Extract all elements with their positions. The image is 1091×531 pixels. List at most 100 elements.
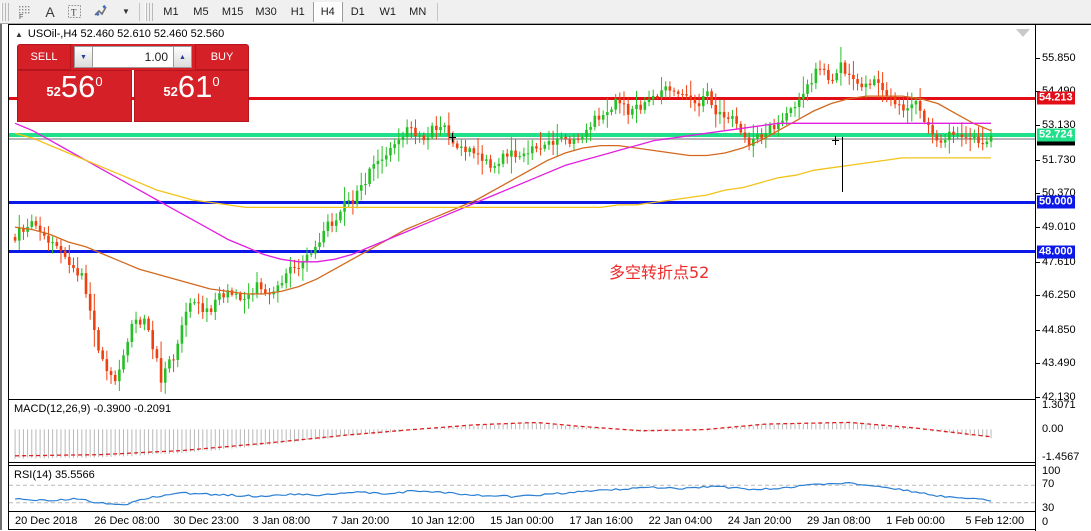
time-axis-label: 3 Jan 08:00 [252, 515, 311, 527]
time-axis-label: 5 Feb 12:00 [965, 515, 1025, 527]
rsi-scale-label: 0 [1042, 516, 1049, 528]
time-axis-label: 7 Jan 20:00 [331, 515, 390, 527]
price-tick [1036, 159, 1040, 161]
text-box-icon-svg: T [68, 5, 81, 18]
chart-window: ▲ USOil-,H4 52.460 52.610 52.460 52.560 … [0, 24, 1091, 531]
chevron-down-icon: ▼ [122, 7, 130, 16]
timeframe-mn-label: MN [409, 5, 427, 18]
price-tick-label: 46.250 [1042, 289, 1076, 302]
price-highlight-blue[interactable]: 50.000 [1037, 195, 1075, 209]
objects-icon-svg [94, 5, 107, 16]
crosshair-f-icon[interactable]: F [12, 1, 38, 23]
timeframe-h4[interactable]: H4 [312, 1, 343, 22]
price-tick-label: 49.010 [1042, 220, 1076, 233]
macd-label: MACD(12,26,9) -0.3900 -0.2091 [14, 403, 172, 415]
price-tick-label: 43.490 [1042, 357, 1076, 370]
price-tick-label: 53.130 [1042, 119, 1076, 132]
time-axis-label: 24 Jan 20:00 [727, 515, 792, 527]
time-axis-label: 1 Feb 00:00 [886, 515, 945, 527]
buy-price-button[interactable]: 52 61 0 [134, 70, 249, 122]
macd-plot [14, 421, 992, 459]
macd-scale-label: 1.3071 [1042, 399, 1076, 411]
text-label-glyph: A [45, 3, 55, 20]
buy-price-prefix: 52 [163, 84, 178, 99]
macd-pane[interactable]: MACD(12,26,9) -0.3900 -0.2091 [9, 399, 1091, 463]
one-click-trading-panel[interactable]: SELL ▼ 1.00 ▲ BUY 52 56 0 52 61 0 [17, 44, 249, 122]
rsi-scale-label: 70 [1042, 478, 1055, 490]
timeframe-d1-label: D1 [350, 5, 365, 18]
buy-label[interactable]: BUY [195, 44, 249, 70]
price-tick [1036, 125, 1040, 127]
price-highlight-blue[interactable]: 48.000 [1037, 245, 1075, 259]
rsi-scale-label: 100 [1042, 465, 1061, 477]
buy-price-sup: 0 [212, 74, 220, 89]
timeframe-w1[interactable]: W1 [373, 2, 403, 22]
price-tick [1036, 57, 1040, 59]
toolbar: F A T ▼ M1 M5 M15 M30 H1 H4 D1 W1 MN [0, 0, 1091, 24]
timeframe-mn[interactable]: MN [403, 2, 433, 22]
level-line-resistance[interactable] [9, 96, 1091, 100]
sell-price-sup: 0 [95, 74, 103, 89]
chart-title-text: USOil-,H4 52.460 52.610 52.460 52.560 [27, 28, 225, 40]
volume-stepper[interactable]: ▼ 1.00 ▲ [71, 44, 195, 70]
level-line-pivot[interactable] [9, 133, 1091, 138]
volume-increase-icon[interactable]: ▲ [173, 46, 192, 68]
scroll-end-icon[interactable] [1016, 29, 1030, 37]
toolbar-divider [138, 2, 140, 21]
chart-frame: ▲ USOil-,H4 52.460 52.610 52.460 52.560 … [8, 24, 1091, 531]
rsi-scale-label: 30 [1042, 502, 1055, 514]
timeframe-m15[interactable]: M15 [216, 2, 249, 22]
time-axis-label: 17 Jan 16:00 [569, 515, 633, 527]
timeframe-h1[interactable]: H1 [283, 2, 313, 22]
sell-label[interactable]: SELL [17, 44, 71, 70]
objects-dropdown-arrow[interactable]: ▼ [114, 1, 135, 23]
timeframe-d1[interactable]: D1 [343, 2, 373, 22]
timeframe-w1-label: W1 [379, 5, 396, 18]
timeframe-m30[interactable]: M30 [249, 2, 282, 22]
trade-panel-prices: 52 56 0 52 61 0 [17, 70, 249, 122]
time-axis-label: 22 Jan 04:00 [648, 515, 713, 527]
macd-scale-label: -1.4567 [1042, 451, 1080, 463]
volume-input[interactable]: 1.00 [93, 46, 173, 68]
collapse-icon[interactable]: ▲ [15, 29, 23, 39]
level-line-support-48[interactable] [9, 250, 1091, 254]
time-axis-label: 15 Jan 00:00 [490, 515, 554, 527]
price-tick-label: 47.610 [1042, 255, 1076, 268]
current-bar-marker [842, 137, 843, 192]
price-tick-label: 42.130 [1042, 391, 1076, 403]
text-box-icon[interactable]: T [62, 1, 87, 23]
timeframe-m1-label: M1 [163, 5, 179, 18]
timeframe-m1[interactable]: M1 [156, 2, 186, 22]
toolbar-divider-end [436, 2, 438, 21]
text-label-icon[interactable]: A [38, 1, 62, 23]
svg-text:F: F [19, 14, 23, 20]
macd-scale-label: 0.00 [1042, 423, 1064, 436]
time-axis-label: 29 Jan 08:00 [806, 515, 871, 527]
volume-decrease-icon[interactable]: ▼ [74, 46, 93, 68]
rsi-label: RSI(14) 35.5566 [14, 469, 95, 481]
objects-icon[interactable] [87, 1, 114, 23]
timeframe-m5[interactable]: M5 [186, 2, 216, 22]
time-axis-label: 30 Dec 23:00 [173, 515, 239, 527]
time-axis: 20 Dec 2018 26 Dec 08:00 30 Dec 23:00 3 Jan… [9, 511, 1091, 529]
timeframe-m5-label: M5 [193, 5, 209, 18]
time-axis-label: 20 Dec 2018 [15, 515, 78, 527]
sell-price-button[interactable]: 52 56 0 [17, 70, 132, 122]
time-axis-label: 10 Jan 12:00 [410, 515, 475, 527]
trade-panel-header: SELL ▼ 1.00 ▲ BUY [17, 44, 249, 70]
chart-title: ▲ USOil-,H4 52.460 52.610 52.460 52.560 [15, 28, 224, 40]
buy-price-main: 61 [177, 69, 213, 104]
price-tick-label: 51.730 [1042, 153, 1076, 166]
level-line-last-price [9, 138, 1091, 141]
sell-price-prefix: 52 [46, 84, 61, 99]
chart-annotation: 多空转折点52 [609, 263, 710, 282]
timeframe-m30-label: M30 [255, 5, 277, 18]
level-line-support-50[interactable] [9, 200, 1091, 204]
price-highlight-red[interactable]: 54.213 [1037, 91, 1075, 105]
crosshair-f-icon-svg: F [19, 5, 30, 20]
time-axis-label: 26 Dec 08:00 [94, 515, 160, 527]
toolbar-grip[interactable] [1, 2, 10, 21]
price-highlight-green[interactable]: 52.724 [1037, 128, 1075, 142]
timeframe-grip[interactable] [144, 2, 154, 21]
price-scale[interactable]: 55.85054.49053.13051.73050.37049.01047.6… [1035, 25, 1091, 531]
